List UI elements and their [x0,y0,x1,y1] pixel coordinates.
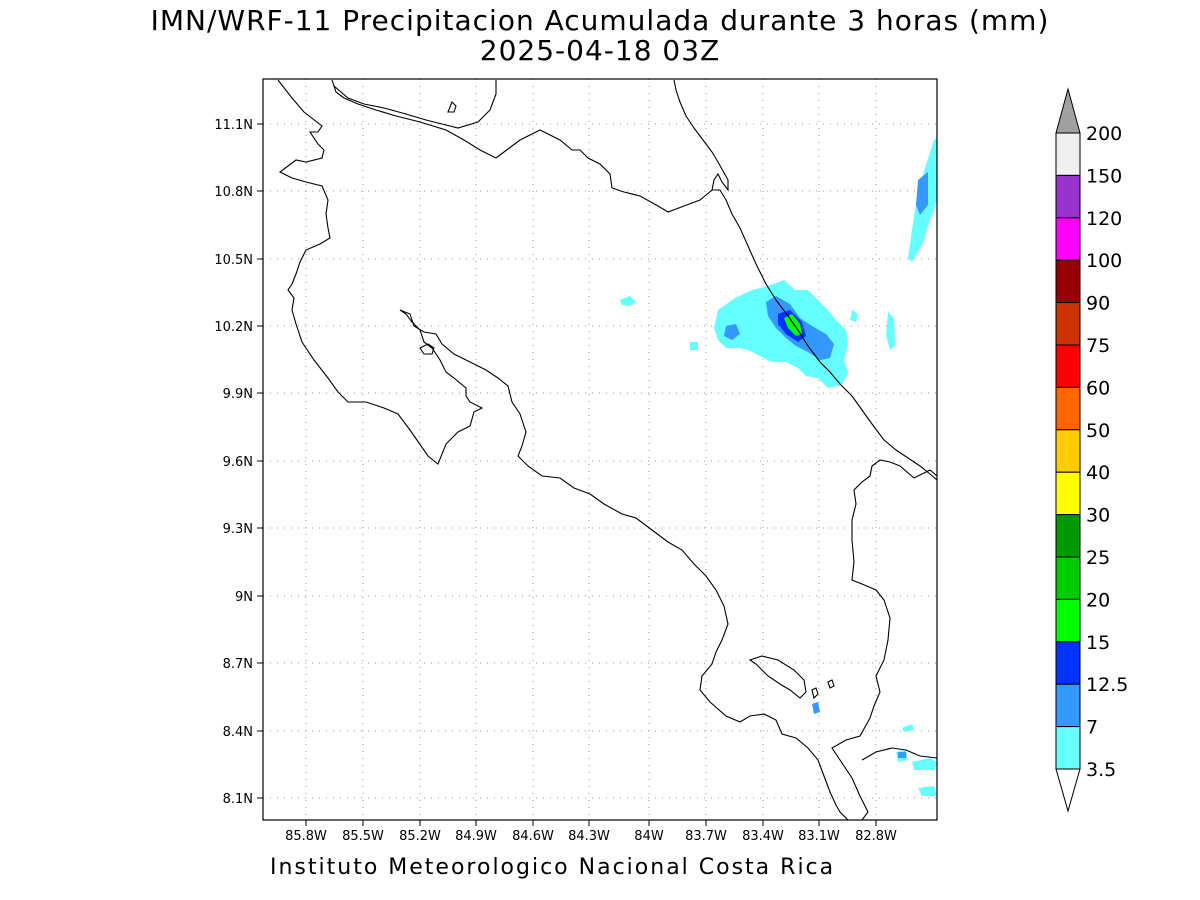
colorbar-label: 50 [1086,420,1110,442]
colorbar-label: 20 [1086,589,1110,611]
colorbar-bottom-arrow [1055,768,1081,813]
colorbar-label: 75 [1086,335,1110,357]
lat-tick-label: 10.5N [214,253,253,268]
colorbar-label: 40 [1086,462,1110,484]
colorbar-swatch [1055,344,1081,388]
colorbar-swatch [1055,556,1081,600]
precip-cyan-area [690,342,698,350]
colorbar-label: 25 [1086,547,1110,569]
precip-cyan-area [918,786,937,796]
colorbar-swatch [1055,386,1081,431]
footer-credit: Instituto Meteorologico Nacional Costa R… [270,855,836,880]
grid-lines [263,79,937,820]
lon-tick-label: 83.4W [742,829,784,844]
colorbar-label: 60 [1086,377,1110,399]
lat-tick-label: 10.2N [214,320,253,335]
colorbar-label: 3.5 [1086,759,1116,781]
colorbar-label: 12.5 [1086,674,1128,696]
colorbar-swatch [1055,641,1081,685]
precip-cyan-area [620,296,636,306]
plot-frame [262,78,938,821]
precip-blue-area [724,324,740,340]
precip-cyan-area [850,310,858,322]
colorbar-label: 150 [1086,165,1122,187]
colorbar-swatch [1055,259,1081,304]
coastline [277,79,937,820]
lat-tick-label: 8.7N [223,657,253,672]
lon-tick-label: 84.9W [455,829,497,844]
lat-tick-label: 9.9N [223,387,253,402]
precip-blue-area [812,702,820,714]
precip-green-area [784,314,802,336]
colorbar-swatch [1055,217,1081,261]
precip-blue-area [898,752,906,758]
colorbar-label: 15 [1086,632,1110,654]
colorbar-swatch [1055,598,1081,643]
lon-tick-label: 85.8W [285,829,327,844]
precip-blue-area [916,172,928,215]
colorbar-swatch [1055,514,1081,558]
colorbar-swatch [1055,174,1081,219]
colorbar-label: 7 [1086,717,1098,739]
lon-tick-label: 85.5W [342,829,384,844]
colorbar-swatch [1055,429,1081,473]
precipitation-field [620,138,937,796]
lat-tick-label: 8.1N [223,792,253,807]
colorbar-label: 120 [1086,208,1122,230]
lon-tick-label: 83.7W [685,829,727,844]
colorbar-swatch [1055,302,1081,346]
colorbar-label: 200 [1086,123,1122,145]
lon-tick-label: 84.3W [568,829,610,844]
lon-axis: 85.8W 85.5W 85.2W 84.9W 84.6W 84.3W 84W 83.7W 83… [285,820,897,844]
lat-axis: 11.1N 10.8N 10.5N 10.2N 9.9N 9.6N 9.3N 9N 8.7N 8.… [214,118,263,807]
lat-tick-label: 9.6N [223,455,253,470]
lat-tick-label: 8.4N [223,725,253,740]
colorbar-top-arrow [1055,87,1081,134]
precip-cyan-area [902,724,914,732]
precip-cyan-area [714,280,848,388]
colorbar-label: 100 [1086,250,1122,272]
lon-tick-label: 82.8W [855,829,897,844]
precip-cyan-area [886,312,895,350]
lat-tick-label: 9.3N [223,522,253,537]
precip-cyan-area [912,758,937,770]
colorbar-swatch [1055,132,1081,176]
lat-tick-label: 9N [235,590,253,605]
colorbar-label: 30 [1086,505,1110,527]
lon-tick-label: 84W [634,829,664,844]
lat-tick-label: 10.8N [214,185,253,200]
colorbar-swatch [1055,471,1081,516]
map-title: IMN/WRF-11 Precipitacion Acumulada duran… [150,4,1050,37]
colorbar: 3.5 7 12.5 15 20 25 30 40 50 60 75 90 100 120 150 200 [1055,87,1128,813]
lon-tick-label: 83.1W [798,829,840,844]
colorbar-swatch [1055,683,1081,728]
lon-tick-label: 85.2W [399,829,441,844]
map-subtitle: 2025-04-18 03Z [479,34,721,67]
colorbar-swatch [1055,726,1081,770]
lon-tick-label: 84.6W [512,829,554,844]
lat-tick-label: 11.1N [214,118,253,133]
colorbar-label: 90 [1086,293,1110,315]
